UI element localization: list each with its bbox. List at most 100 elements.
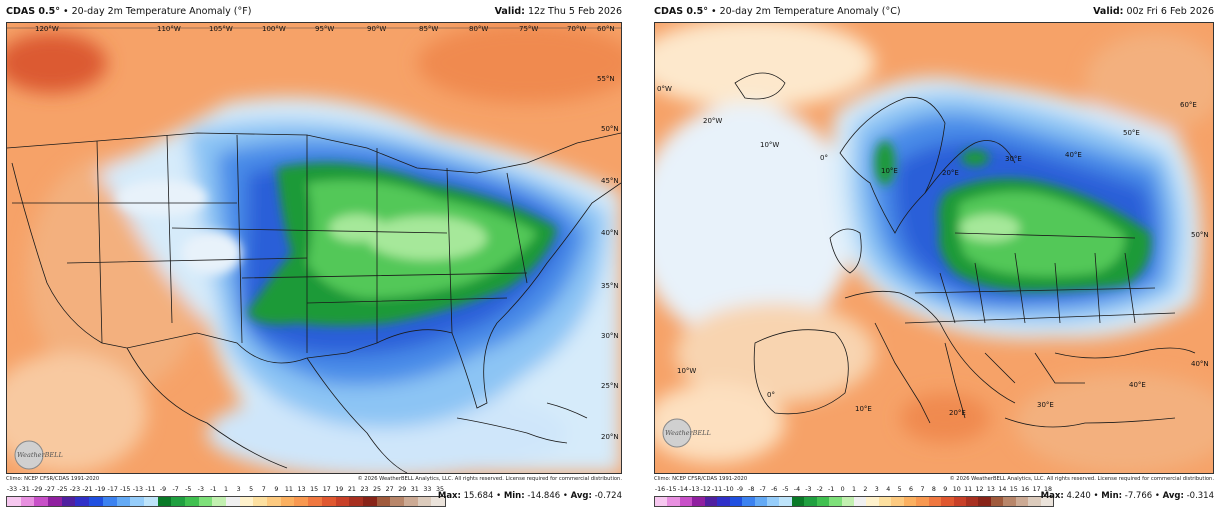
eu-scale-swatch (941, 497, 954, 506)
us-scale-bar (6, 496, 446, 507)
us-scale-swatch (143, 497, 158, 506)
us-scale-tick: 7 (261, 486, 266, 493)
us-scale-tick: -29 (32, 486, 43, 493)
eu-scale-tick: -4 (793, 486, 801, 493)
us-scale-tick: 5 (249, 486, 254, 493)
eu-scale-tick: -13 (689, 486, 700, 493)
us-scale-swatch (431, 497, 445, 506)
lat-label-40n: 40°N (601, 229, 619, 237)
us-scale-swatch (376, 497, 391, 506)
lon-label-0w: 0°W (657, 85, 672, 93)
us-scale-swatch (75, 497, 90, 506)
lon-label-20w: 20°W (703, 117, 722, 125)
us-map[interactable]: 120°W 110°W 105°W 100°W 95°W 90°W 85°W 8… (6, 22, 622, 474)
us-color-scale: -33 -31 -29 -27 -25 -23 -21 -19 -17 -15 -13 -11 -9 -7… (6, 486, 446, 512)
us-scale-swatch (280, 497, 295, 506)
lon-label-30e-south: 30°E (1037, 401, 1054, 409)
us-scale-tick: 3 (236, 486, 241, 493)
us-scale-swatch (403, 497, 418, 506)
eu-map[interactable]: 0°W 20°W 10°W 0° 10°E 20°E 30°E 40°E 50°… (654, 22, 1214, 474)
eu-credit-line: Climo: NCEP CFSR/CDAS 1991-2020 © 2026 W… (654, 476, 1214, 485)
us-scale-tick: -11 (145, 486, 156, 493)
us-boundaries (7, 27, 621, 473)
us-scale-tick: 15 (310, 486, 319, 493)
us-scale-tick: -15 (120, 486, 131, 493)
us-scale-swatch (294, 497, 309, 506)
us-scale-tick: -31 (19, 486, 30, 493)
eu-scale-swatch (916, 497, 929, 506)
eu-scale-swatch (766, 497, 780, 506)
us-scale-tick: -27 (44, 486, 55, 493)
us-scale-tick: -25 (57, 486, 68, 493)
eu-scale-swatch (1003, 497, 1016, 506)
eu-header: CDAS 0.5° • 20-day 2m Temperature Anomal… (654, 6, 1214, 20)
eu-scale-tick: -6 (770, 486, 778, 493)
us-scale-swatch (130, 497, 144, 506)
us-header: CDAS 0.5° • 20-day 2m Temperature Anomal… (6, 6, 622, 20)
eu-scale-tick: 7 (920, 486, 925, 493)
eu-scale-swatch (1040, 497, 1053, 506)
us-scale-swatch (48, 497, 62, 506)
eu-max-value: 4.240 (1066, 491, 1091, 501)
eu-scale-tick: -11 (711, 486, 723, 493)
eu-scale-swatch (978, 497, 991, 506)
eu-scale-swatch (841, 497, 854, 506)
us-scale-swatch (390, 497, 404, 506)
us-stats: Max: 15.684 • Min: -14.846 • Avg: -0.724 (437, 491, 622, 501)
eu-scale-tick: -1 (828, 486, 835, 493)
eu-scale-swatch (704, 497, 718, 506)
us-scale-swatch (308, 497, 322, 506)
us-scale-swatch (212, 497, 226, 506)
eu-scale-tick: 14 (998, 486, 1007, 493)
eu-scale-swatch (754, 497, 767, 506)
eu-scale-swatch (692, 497, 705, 506)
us-weatherbell-logo: WeatherBELL (14, 440, 63, 470)
lon-label-110w: 110°W (157, 25, 181, 33)
lon-label-40e-south: 40°E (1129, 381, 1146, 389)
us-scale-tick: -3 (197, 486, 204, 493)
us-scale-tick: 35 (435, 486, 445, 493)
eu-scale-tick: 18 (1043, 486, 1053, 493)
eu-scale-tick: 1 (851, 486, 857, 493)
lat-label-50n: 50°N (1191, 231, 1209, 239)
us-scale-tick: -19 (94, 486, 106, 493)
eu-avg-value: -0.314 (1186, 491, 1214, 501)
us-scale-ticks: -33 -31 -29 -27 -25 -23 -21 -19 -17 -15 -13 -11 -9 -7… (6, 486, 446, 495)
us-scale-tick: 31 (410, 486, 419, 493)
us-scale-swatch (184, 497, 199, 506)
lon-label-20e-south: 20°E (949, 409, 966, 417)
lat-label-40n: 40°N (1191, 360, 1209, 368)
eu-color-scale: -16 -15 -14 -13 -12 -11 -10 -9 -8 -7 -6 -5 -4 -3 -2 -1 0… (654, 486, 1054, 512)
eu-scale-bar (654, 496, 1054, 507)
us-scale-tick: 25 (373, 486, 382, 493)
us-scale-tick: 27 (385, 486, 394, 493)
us-scale-tick: 1 (223, 486, 229, 493)
eu-scale-swatch (816, 497, 830, 506)
eu-scale-tick: 2 (863, 486, 868, 493)
lon-label-10e-south: 10°E (855, 405, 872, 413)
lat-label-45n: 45°N (601, 177, 619, 185)
eu-scale-swatch (667, 497, 680, 506)
us-scale-swatch (253, 497, 268, 506)
eu-scale-tick: -12 (700, 486, 711, 493)
us-scale-swatch (102, 497, 117, 506)
lon-label-105w: 105°W (209, 25, 233, 33)
us-scale-swatch (116, 497, 131, 506)
us-valid-time: Valid: 12z Thu 5 Feb 2026 (494, 6, 622, 17)
us-scale-tick: -1 (210, 486, 217, 493)
eu-scale-tick: -14 (677, 486, 688, 493)
us-scale-tick: 17 (322, 486, 331, 493)
lon-label-0: 0° (820, 154, 828, 162)
eu-scale-tick: -15 (666, 486, 677, 493)
lat-label-55n: 55°N (597, 75, 615, 83)
us-scale-tick: 9 (274, 486, 279, 493)
us-scale-swatch (267, 497, 281, 506)
us-scale-swatch (335, 497, 350, 506)
us-scale-swatch (171, 497, 185, 506)
lon-label-60e: 60°E (1180, 101, 1197, 109)
lon-label-10w: 10°W (760, 141, 779, 149)
lon-label-10w-south: 10°W (677, 367, 696, 375)
us-lat-labels: 55°N 50°N 45°N 40°N 35°N 30°N 25°N 20°N (597, 75, 619, 441)
lat-label-25n: 25°N (601, 382, 619, 390)
us-scale-swatch (157, 497, 172, 506)
